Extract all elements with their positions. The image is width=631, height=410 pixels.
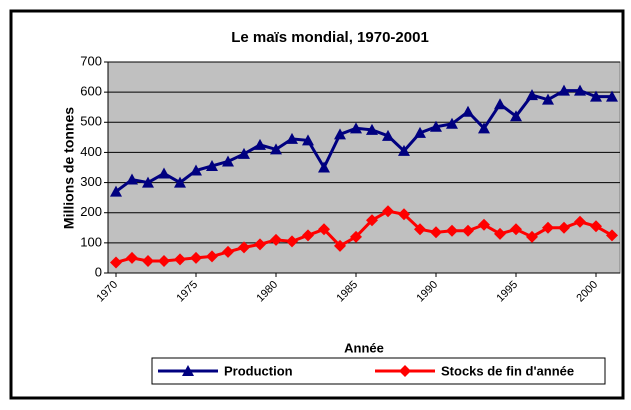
marker bbox=[334, 128, 346, 140]
marker bbox=[222, 245, 234, 258]
marker bbox=[430, 120, 442, 132]
marker bbox=[510, 223, 522, 236]
y-tick-label: 300 bbox=[80, 174, 102, 189]
marker bbox=[126, 173, 138, 185]
marker bbox=[174, 253, 186, 266]
plot-area bbox=[107, 61, 621, 274]
marker bbox=[286, 235, 298, 248]
y-tick-label: 200 bbox=[80, 204, 102, 219]
marker bbox=[398, 144, 410, 156]
marker bbox=[558, 221, 570, 234]
marker bbox=[414, 126, 426, 138]
marker bbox=[270, 233, 282, 246]
marker bbox=[478, 218, 490, 231]
marker bbox=[430, 226, 442, 239]
marker bbox=[238, 147, 250, 159]
y-axis-label: Millions de tonnes bbox=[61, 107, 77, 229]
legend-marker bbox=[182, 365, 194, 376]
marker bbox=[318, 223, 330, 236]
marker bbox=[286, 132, 298, 144]
legend-label: Stocks de fin d'année bbox=[441, 363, 574, 378]
marker bbox=[222, 155, 234, 167]
marker bbox=[318, 161, 330, 173]
marker bbox=[366, 214, 378, 227]
marker bbox=[334, 239, 346, 252]
marker bbox=[462, 105, 474, 117]
marker bbox=[382, 205, 394, 218]
marker bbox=[606, 90, 618, 102]
marker bbox=[350, 230, 362, 243]
marker bbox=[110, 256, 122, 269]
marker bbox=[494, 98, 506, 110]
marker bbox=[414, 223, 426, 236]
marker bbox=[446, 117, 458, 129]
marker bbox=[590, 220, 602, 233]
legend-label: Production bbox=[224, 363, 293, 378]
marker bbox=[526, 230, 538, 243]
y-tick-label: 700 bbox=[80, 53, 102, 68]
marker bbox=[190, 251, 202, 264]
marker bbox=[542, 93, 554, 105]
marker bbox=[302, 134, 314, 146]
marker bbox=[350, 122, 362, 134]
marker bbox=[158, 167, 170, 179]
marker bbox=[126, 251, 138, 264]
marker bbox=[270, 143, 282, 155]
marker bbox=[302, 229, 314, 242]
marker bbox=[606, 229, 618, 242]
marker bbox=[254, 238, 266, 251]
marker bbox=[542, 221, 554, 234]
marker bbox=[382, 129, 394, 141]
marker bbox=[110, 185, 122, 197]
marker bbox=[478, 122, 490, 134]
marker bbox=[142, 176, 154, 188]
marker bbox=[590, 90, 602, 102]
chart-title: Le maïs mondial, 1970-2001 bbox=[231, 29, 429, 46]
marker bbox=[446, 224, 458, 237]
marker bbox=[206, 159, 218, 171]
x-axis-label: Année bbox=[344, 340, 384, 355]
y-tick-label: 0 bbox=[95, 264, 102, 279]
marker bbox=[142, 254, 154, 267]
marker bbox=[574, 84, 586, 96]
marker bbox=[526, 89, 538, 101]
y-tick-label: 100 bbox=[80, 234, 102, 249]
marker bbox=[558, 84, 570, 96]
marker bbox=[190, 164, 202, 176]
marker bbox=[494, 227, 506, 240]
y-tick-label: 500 bbox=[80, 114, 102, 129]
y-tick-label: 400 bbox=[80, 144, 102, 159]
marker bbox=[158, 254, 170, 267]
marker bbox=[238, 241, 250, 254]
marker bbox=[254, 138, 266, 150]
marker bbox=[206, 250, 218, 263]
y-tick-label: 600 bbox=[80, 84, 102, 99]
legend-marker bbox=[399, 365, 411, 377]
marker bbox=[366, 123, 378, 135]
marker bbox=[398, 208, 410, 221]
marker bbox=[510, 110, 522, 122]
marker bbox=[174, 176, 186, 188]
marker bbox=[574, 215, 586, 228]
marker bbox=[462, 224, 474, 237]
